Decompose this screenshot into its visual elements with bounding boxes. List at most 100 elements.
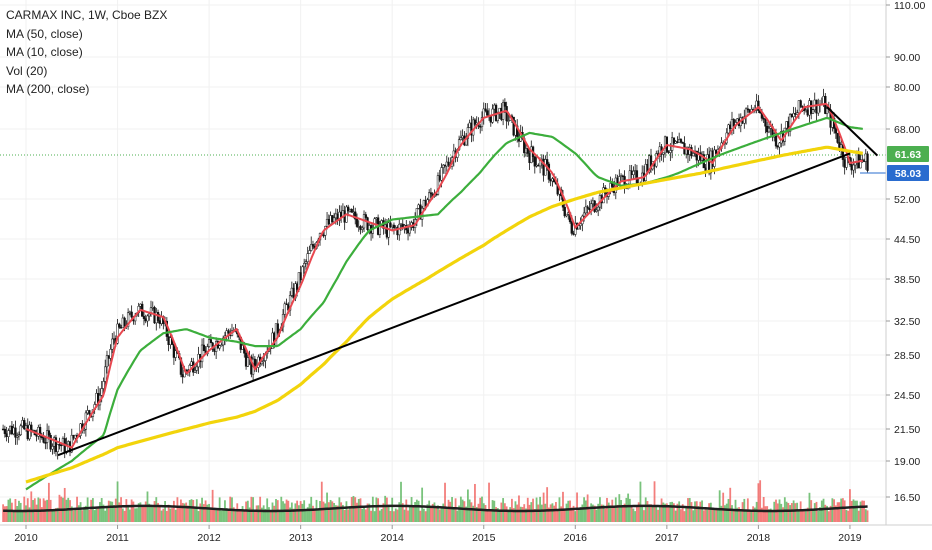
volume-bar [433,502,436,522]
volume-bar [236,503,239,522]
volume-bar [750,509,753,522]
indicator-vol20[interactable]: Vol (20) [6,63,48,78]
volume-bar [375,497,378,522]
volume-bar [505,506,508,522]
volume-bar [482,503,485,522]
volume-bar [164,501,166,522]
volume-bar [305,510,307,522]
volume-bar [843,500,846,522]
volume-bar [766,506,769,522]
volume-bar [104,510,107,522]
volume-bar [255,505,258,522]
volume-bar [393,511,395,522]
volume-bar [516,504,519,522]
volume-bar [234,511,237,522]
volume-bar [394,508,397,522]
volume-bar [169,508,172,522]
volume-bar [604,508,607,522]
volume-bar [826,505,828,522]
volume-bar [549,504,552,522]
candle-body [597,206,600,211]
indicator-ma200[interactable]: MA (200, close) [6,82,90,96]
x-axis[interactable]: 2010 2011 2012 2013 2014 2015 2016 2017 2018 2019 [14,525,862,544]
volume-bar [400,481,402,522]
volume-bar [797,509,800,522]
volume-bar [636,505,638,522]
volume-bar [158,506,161,522]
volume-bar [644,497,647,522]
candle-body [436,175,440,195]
volume-bar [540,504,543,522]
volume-bar [632,508,635,522]
volume-bar [484,505,487,522]
candle-body [44,442,47,444]
y-axis[interactable]: 110.00 90.00 80.00 68.00 52.00 44.50 38.50 32.5… [886,0,925,504]
candle-body [589,203,593,210]
volume-bar [178,507,181,522]
x-tick-label: 2018 [747,532,771,544]
candle-body [440,167,443,181]
volume-bar [25,505,27,522]
candle-body [14,427,17,438]
volume-bar [398,502,401,522]
volume-bar [278,511,281,522]
volume-bar [738,507,740,522]
volume-bar [634,511,637,522]
volume-bar [199,503,202,522]
indicator-ma10[interactable]: MA (10, close) [6,45,83,59]
volume-bar [567,500,570,522]
volume-bar [183,503,186,522]
candle-body [533,156,536,167]
indicator-ma50[interactable]: MA (50, close) [6,26,83,41]
volume-bar [373,511,376,522]
volume-bar [389,510,392,522]
volume-bar [194,506,196,522]
candle-body [118,323,121,328]
volume-bar [273,505,276,522]
volume-bar [201,497,203,522]
volume-bar [100,498,103,522]
volume-bar [359,498,362,522]
volume-bar [866,510,869,522]
volume-bar [662,502,665,522]
volume-bar [338,497,341,522]
volume-bar [465,506,468,522]
candle-body [505,106,508,122]
volume-bar [301,503,304,522]
volume-bar [808,492,811,522]
volume-bar [165,510,168,522]
candle-body [767,128,771,133]
chart-title[interactable]: CARMAX INC, 1W, Cboe BZX [6,8,168,22]
volume-bar [856,500,858,522]
volume-bar [172,500,175,522]
volume-bar [58,494,61,522]
candle-body [579,223,582,226]
volume-bar [824,504,827,522]
volume-bar [630,506,633,522]
volume-bar [262,505,265,522]
x-tick-label: 2012 [197,532,221,544]
volume-bar [55,508,57,522]
candle-body [227,330,230,334]
volume-bar [3,506,6,522]
volume-bar [834,505,837,522]
volume-bar [134,508,137,522]
volume-bar [97,507,100,522]
volume-bar [639,481,642,522]
candle-body [672,137,676,144]
volume-bar [120,497,122,522]
candle-body [174,350,177,358]
volume-bar [836,502,839,522]
volume-bar [426,504,429,522]
secondary-price-label: 58.03 [895,168,921,180]
ma200-line [25,145,864,484]
volume-bar [181,502,184,522]
volume-bar [688,497,691,522]
volume-bar [364,509,367,522]
candle-body [415,208,418,220]
volume-bar [840,498,843,522]
candle-body [322,234,325,237]
volume-bar [190,499,193,522]
volume-bar [579,506,582,522]
